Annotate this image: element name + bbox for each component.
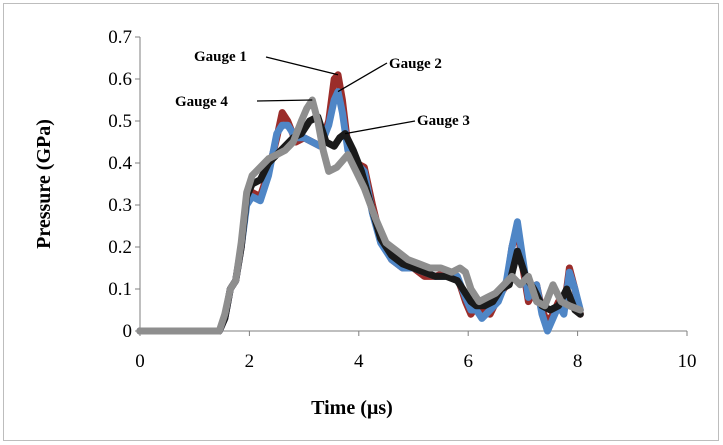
x-tick-label: 2 xyxy=(245,351,255,372)
chart-area: 0 2 4 6 8 10 0 0.1 0.2 0.3 0.4 0.5 0.6 0.7 Gauge 1 Ga… xyxy=(3,3,719,441)
annotation-leader-gauge-4 xyxy=(256,99,313,102)
annotation-leader-gauge-2 xyxy=(337,62,388,93)
x-tick-label: 4 xyxy=(354,351,364,372)
x-tick-label: 10 xyxy=(678,351,697,372)
series-line-gauge-2 xyxy=(136,88,584,335)
annotation-label-gauge-4: Gauge 4 xyxy=(175,94,228,110)
series-line-gauge-4 xyxy=(136,96,584,335)
y-tick-label: 0.2 xyxy=(108,237,132,258)
y-axis-title: Pressure (GPa) xyxy=(33,119,55,249)
y-tick-group: 0 0.1 0.2 0.3 0.4 0.5 0.6 0.7 xyxy=(108,27,140,342)
y-tick-label: 0.1 xyxy=(108,279,132,300)
annotation-label-gauge-3: Gauge 3 xyxy=(417,113,470,129)
y-tick-label: 0.6 xyxy=(108,69,132,90)
annotation-leader-gauge-1 xyxy=(265,56,339,76)
y-tick-label: 0.4 xyxy=(108,153,132,174)
y-tick-label: 0.5 xyxy=(108,111,132,132)
axes xyxy=(139,37,687,332)
annotation-label-gauge-2: Gauge 2 xyxy=(389,56,442,72)
annotation-label-gauge-1: Gauge 1 xyxy=(194,49,247,65)
annotation-layer: Gauge 1 Gauge 2 Gauge 4 Gauge 3 xyxy=(175,49,470,135)
y-tick-label: 0 xyxy=(123,321,133,342)
x-axis-title: Time (µs) xyxy=(311,397,393,419)
x-tick-label: 0 xyxy=(135,351,145,372)
series-layer xyxy=(136,71,584,335)
annotation-leader-gauge-3 xyxy=(345,120,416,135)
series-line-gauge-1 xyxy=(136,71,584,335)
x-tick-group: 0 2 4 6 8 10 xyxy=(135,331,697,372)
y-tick-label: 0.7 xyxy=(108,27,132,48)
x-tick-label: 8 xyxy=(573,351,583,372)
y-tick-label: 0.3 xyxy=(108,195,132,216)
x-tick-label: 6 xyxy=(463,351,473,372)
pressure-time-chart: 0 2 4 6 8 10 00.10.20.30.40.50.60.7 Gauge 1 Ga… xyxy=(33,27,697,419)
